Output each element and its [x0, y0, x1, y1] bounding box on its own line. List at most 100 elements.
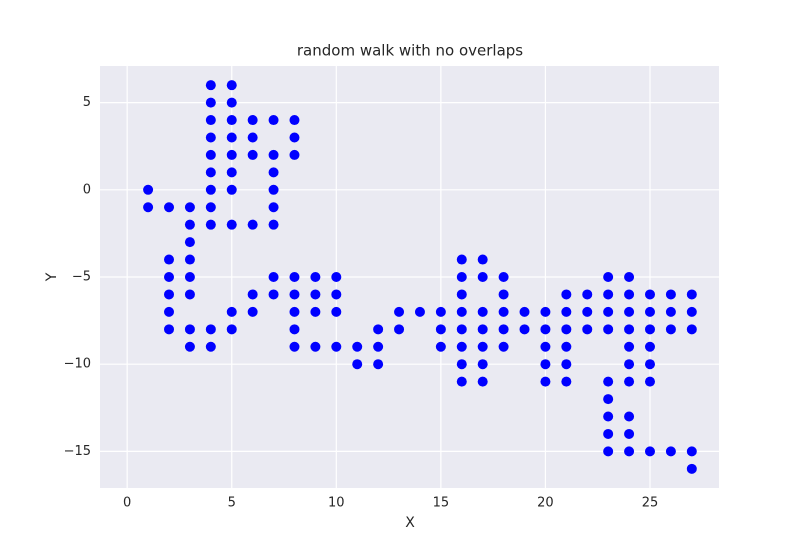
point [184, 324, 195, 335]
y-axis-label: Y [44, 272, 60, 282]
point [226, 219, 237, 230]
point [603, 289, 614, 300]
point [561, 306, 572, 317]
point [477, 359, 488, 370]
point [164, 289, 175, 300]
point [247, 219, 258, 230]
point [603, 306, 614, 317]
point [540, 324, 551, 335]
point [603, 411, 614, 422]
point [603, 272, 614, 282]
point [184, 237, 195, 248]
point [184, 254, 195, 265]
point [477, 272, 488, 282]
point [686, 446, 697, 457]
point [247, 115, 258, 126]
point [456, 341, 467, 352]
point [268, 167, 279, 178]
point [143, 202, 154, 213]
point [310, 306, 321, 317]
point [164, 324, 175, 335]
point [289, 272, 300, 282]
point [331, 341, 342, 352]
point [644, 359, 655, 370]
point [498, 272, 509, 282]
y-tick-label: −5 [72, 270, 91, 285]
point [603, 324, 614, 335]
x-axis-label: X [405, 515, 415, 531]
point [624, 272, 635, 282]
point [268, 272, 279, 282]
point [310, 341, 321, 352]
point [540, 359, 551, 370]
x-tick-label: 15 [433, 496, 450, 511]
point [268, 184, 279, 195]
point [205, 341, 216, 352]
point [289, 289, 300, 300]
point [184, 219, 195, 230]
point [686, 306, 697, 317]
point [456, 272, 467, 282]
x-tick-label: 20 [537, 496, 554, 511]
point [310, 272, 321, 282]
point [205, 167, 216, 178]
point [686, 289, 697, 300]
point [456, 306, 467, 317]
point [164, 254, 175, 265]
point [624, 446, 635, 457]
point [498, 341, 509, 352]
point [624, 341, 635, 352]
point [665, 289, 676, 300]
point [373, 341, 384, 352]
point [247, 306, 258, 317]
point [456, 359, 467, 370]
point [686, 324, 697, 335]
point [268, 202, 279, 213]
point [435, 341, 446, 352]
y-tick-label: 0 [83, 182, 91, 197]
point [603, 428, 614, 439]
point [268, 289, 279, 300]
point [164, 306, 175, 317]
point [226, 149, 237, 160]
point [665, 324, 676, 335]
point [289, 115, 300, 126]
point [310, 289, 321, 300]
point [289, 149, 300, 160]
point [331, 289, 342, 300]
point [414, 306, 425, 317]
chart-title: random walk with no overlaps [297, 42, 523, 60]
point [143, 184, 154, 195]
point [394, 306, 405, 317]
point [289, 132, 300, 143]
point [561, 289, 572, 300]
point [582, 324, 593, 335]
point [644, 324, 655, 335]
point [247, 289, 258, 300]
point [226, 184, 237, 195]
point [205, 184, 216, 195]
point [644, 341, 655, 352]
point [205, 97, 216, 108]
x-tick-label: 5 [228, 496, 236, 511]
point [184, 289, 195, 300]
point [561, 376, 572, 387]
point [519, 324, 530, 335]
point [477, 306, 488, 317]
point [498, 306, 509, 317]
point [373, 359, 384, 370]
point [247, 149, 258, 160]
point [184, 202, 195, 213]
point [164, 202, 175, 213]
point [477, 341, 488, 352]
point [205, 149, 216, 160]
point [603, 376, 614, 387]
point [289, 306, 300, 317]
point [540, 306, 551, 317]
point [498, 324, 509, 335]
point [624, 306, 635, 317]
point [561, 341, 572, 352]
point [184, 341, 195, 352]
point [582, 289, 593, 300]
point [456, 324, 467, 335]
